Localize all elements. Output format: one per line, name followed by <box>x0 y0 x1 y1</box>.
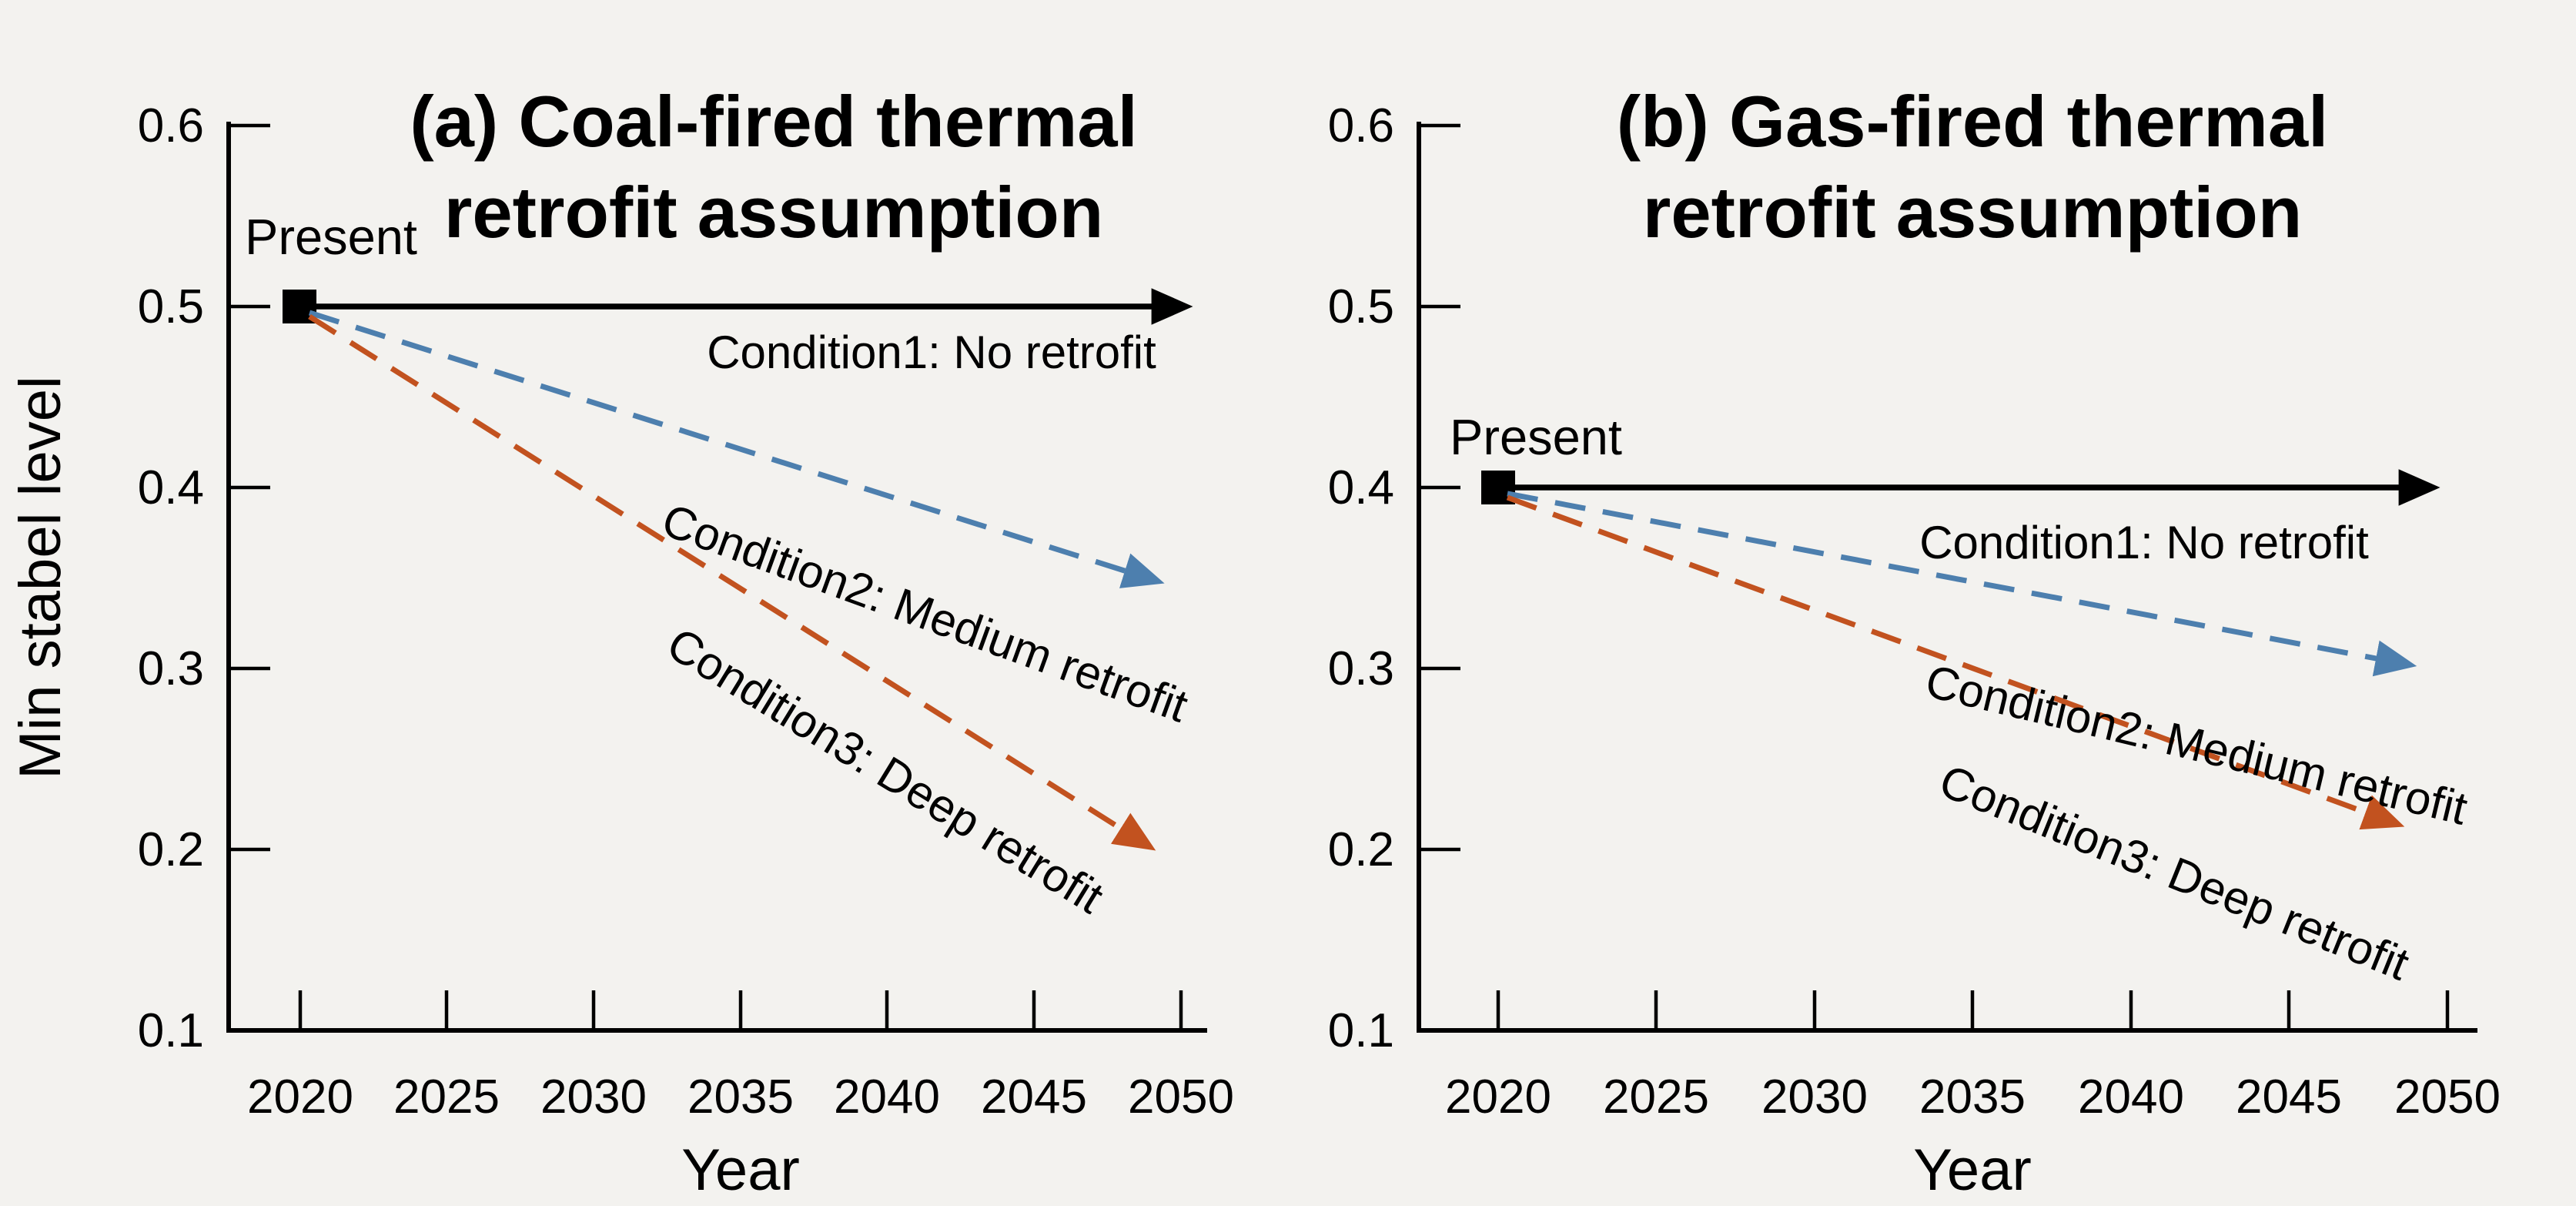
x-tick-label: 2050 <box>2394 1070 2501 1124</box>
panel-b-axes <box>1417 122 2477 1033</box>
x-tick-label: 2045 <box>2236 1070 2342 1124</box>
y-tick-label: 0.6 <box>138 99 204 152</box>
panel-a: 0.6 0.5 0.4 0.3 0.2 0.1 2020 2025 2030 2… <box>8 81 1234 1203</box>
y-tick-label: 0.2 <box>138 823 204 876</box>
y-axis-title: Min stabel level <box>8 376 73 779</box>
panel-a-y-ticks <box>229 123 270 852</box>
y-tick-label: 0.1 <box>1328 1004 1394 1057</box>
panel-b-title-line1: (b) Gas-fired thermal <box>1617 81 2329 162</box>
panel-a-title-line2: retrofit assumption <box>444 172 1104 253</box>
arrow-deep-retrofit-a <box>308 314 1156 851</box>
x-axis-title: Year <box>1913 1137 2032 1203</box>
panel-a-axes <box>226 122 1207 1033</box>
x-tick-label: 2020 <box>247 1070 353 1124</box>
y-tick-label: 0.1 <box>138 1004 204 1057</box>
x-tick-label: 2030 <box>540 1070 647 1124</box>
present-label-a: Present <box>245 209 417 265</box>
panel-b-y-ticks <box>1419 123 1460 852</box>
y-tick-label: 0.4 <box>138 461 204 514</box>
y-tick-label: 0.5 <box>1328 280 1394 333</box>
arrow-medium-retrofit-a <box>308 310 1165 588</box>
arrow-deep-retrofit-b <box>1506 494 2405 830</box>
present-label-b: Present <box>1450 409 1622 465</box>
x-tick-label: 2045 <box>981 1070 1087 1124</box>
panel-b-x-ticks <box>1496 990 2450 1030</box>
x-tick-label: 2040 <box>2078 1070 2184 1124</box>
panel-b: 0.6 0.5 0.4 0.3 0.2 0.1 2020 2025 2030 2… <box>1328 81 2501 1203</box>
panel-b-title-line2: retrofit assumption <box>1643 172 2303 253</box>
x-tick-label: 2025 <box>393 1070 500 1124</box>
x-axis-title: Year <box>681 1137 800 1203</box>
x-tick-label: 2040 <box>834 1070 940 1124</box>
panel-a-x-ticks <box>298 990 1183 1030</box>
x-tick-label: 2050 <box>1128 1070 1234 1124</box>
y-tick-label: 0.5 <box>138 280 204 333</box>
x-tick-label: 2020 <box>1445 1070 1551 1124</box>
y-tick-label: 0.4 <box>1328 461 1394 514</box>
x-tick-label: 2035 <box>687 1070 794 1124</box>
label-no-retrofit-b: Condition1: No retrofit <box>1919 517 2369 568</box>
arrow-medium-retrofit-b <box>1507 491 2417 677</box>
y-tick-label: 0.3 <box>138 642 204 695</box>
y-tick-label: 0.3 <box>1328 642 1394 695</box>
label-no-retrofit-a: Condition1: No retrofit <box>707 327 1156 378</box>
y-tick-label: 0.6 <box>1328 99 1394 152</box>
x-tick-label: 2025 <box>1603 1070 1709 1124</box>
panel-a-title-line1: (a) Coal-fired thermal <box>410 81 1137 162</box>
x-tick-label: 2035 <box>1919 1070 2026 1124</box>
y-tick-label: 0.2 <box>1328 823 1394 876</box>
x-tick-label: 2030 <box>1761 1070 1868 1124</box>
